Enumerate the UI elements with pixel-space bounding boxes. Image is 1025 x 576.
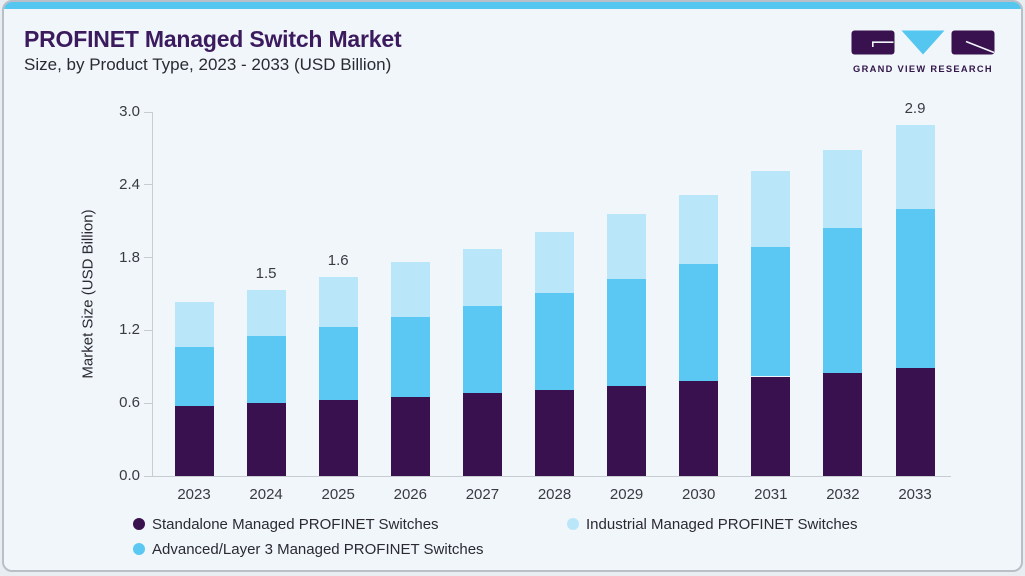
legend-item-label: Standalone Managed PROFINET Switches [152,515,439,533]
bar-segment [535,292,574,390]
legend-dot-icon [133,518,145,530]
bar-segment [318,277,358,327]
chart-header: PROFINET Managed Switch Market Size, by … [24,26,402,75]
total-value-label: 2.9 [904,100,926,118]
x-category-label: 2023 [177,486,211,503]
y-axis-line [152,112,153,476]
x-category-label: 2032 [826,486,860,503]
bar-segment [607,213,647,280]
bar-segment [895,125,935,210]
x-axis-line [144,476,951,477]
gvr-logo: GRAND VIEW RESEARCH [851,30,995,74]
bar-segment [318,399,358,476]
legend-dot-icon [567,518,579,530]
bar-segment [535,389,574,476]
y-tick-label: 0.6 [119,394,140,412]
bar-segment [823,149,863,229]
bar-segment [751,171,791,247]
y-tick-label: 1.8 [119,248,140,266]
bar-segment [607,386,647,476]
y-tick [144,402,152,404]
x-category-label: 2024 [249,486,283,503]
x-category-label: 2031 [754,486,788,503]
gvr-logo-icon [851,30,995,55]
y-tick-label: 3.0 [119,103,140,120]
bar-segment [246,403,286,476]
bar-segment [174,405,214,476]
bar-segment [462,249,502,307]
y-tick-label: 0.0 [119,467,140,484]
bar-segment [823,372,863,476]
y-tick [144,184,152,186]
logo-text: GRAND VIEW RESEARCH [853,64,993,74]
bar-segment [462,393,502,476]
bar-segment [390,262,430,318]
page-title: PROFINET Managed Switch Market [24,26,402,52]
total-value-label: 1.5 [255,265,277,283]
bar-segment [390,317,430,398]
legend-item: Industrial Managed PROFINET Switches [567,515,858,533]
bar-segment [751,246,791,377]
bar-segment [174,302,214,348]
x-category-label: 2033 [898,486,932,503]
x-category-label: 2026 [393,486,427,503]
bar-segment [174,347,214,406]
bar-segment [535,232,574,293]
y-axis-label: Market Size (USD Billion) [79,209,97,379]
plot-area: 0.0 0.6 1.2 1.8 2.4 3.0 2023 2024 1.5 2025 1.6 2026… [119,100,951,503]
legend-item: Advanced/Layer 3 Managed PROFINET Switch… [133,540,484,558]
x-category-label: 2027 [465,486,500,503]
y-tick [144,475,152,477]
y-tick [144,257,152,259]
bar-segment [679,381,719,476]
y-tick-label: 1.2 [119,321,140,339]
legend-item-label: Advanced/Layer 3 Managed PROFINET Switch… [152,540,484,558]
bar-segment [823,228,863,373]
top-accent-bar [4,2,1021,9]
bar-segment [390,397,430,476]
x-category-label: 2029 [609,486,644,503]
total-value-label: 1.6 [327,252,349,269]
bar-segment [246,336,286,404]
y-tick-label: 2.4 [119,175,140,193]
x-category-label: 2028 [537,486,572,503]
chart-subtitle: Size, by Product Type, 2023 - 2033 (USD … [24,55,392,74]
bar-segment [895,368,935,476]
bar-segment [607,279,647,387]
bar-segment [751,376,791,476]
bar-segment [679,263,719,382]
bar-segment [679,194,719,264]
x-category-label: 2025 [321,486,355,503]
bar-segment [895,209,935,368]
legend-item: Standalone Managed PROFINET Switches [133,515,439,533]
y-tick [144,111,152,113]
legend-dot-icon [133,543,145,555]
x-category-label: 2030 [682,486,716,503]
bar-segment [246,290,286,337]
y-tick [144,329,152,331]
bar-segment [318,326,358,400]
bar-segment [462,306,502,394]
legend-item-label: Industrial Managed PROFINET Switches [586,515,858,533]
